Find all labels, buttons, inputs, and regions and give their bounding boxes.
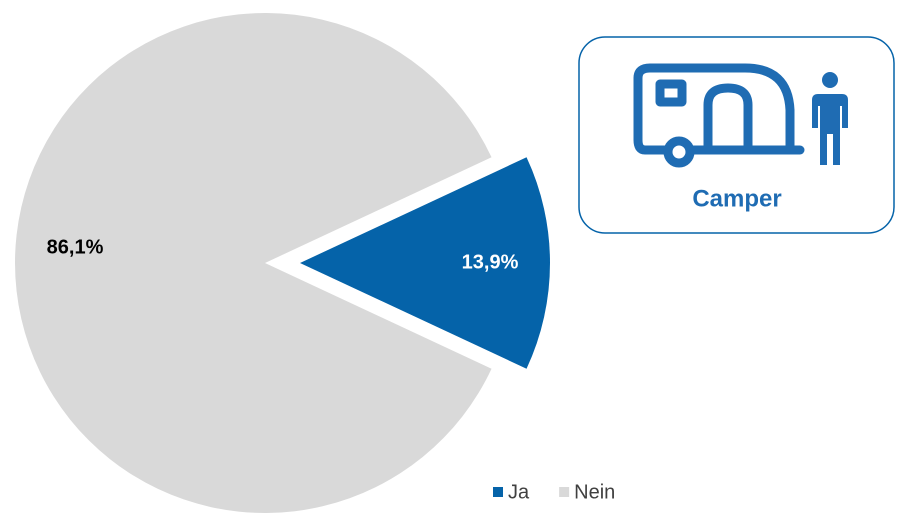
slice-label: 86,1% [47,236,104,258]
badge-label: Camper [692,185,781,212]
person-icon [812,72,848,165]
camper-icon [633,63,805,168]
caravan-window [655,79,687,107]
camper-badge: Camper [578,36,895,234]
pie-slice [300,157,550,369]
slice-label: 13,9% [462,251,519,273]
caravan-wheel [663,136,695,168]
legend-swatch [493,487,503,497]
legend-swatch [559,487,570,497]
caravan-door [703,83,753,155]
legend-label: Ja [508,481,530,503]
caravan-body [633,63,795,155]
legend-label: Nein [574,481,615,503]
pie-slice [15,13,492,513]
